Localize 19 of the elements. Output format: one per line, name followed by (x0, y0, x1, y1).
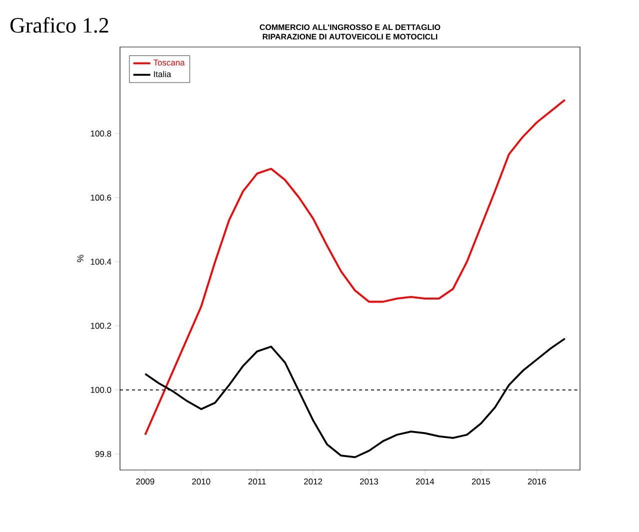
y-tick-label: 100.0 (90, 386, 112, 393)
y-tick-label: 100.4 (90, 258, 112, 265)
x-tick-label: 2015 (472, 478, 490, 485)
y-tick-label: 100.8 (90, 130, 112, 137)
y-axis-title: % (77, 254, 84, 262)
legend-label: Toscana (153, 60, 185, 66)
x-tick-label: 2013 (360, 478, 378, 485)
x-tick-label: 2014 (416, 478, 434, 485)
x-tick-label: 2009 (136, 478, 154, 485)
text: Grafico 1.2 (10, 17, 108, 33)
y-tick-label: 99.8 (95, 450, 112, 457)
x-tick-label: 2010 (192, 478, 210, 485)
legend-label: Italia (154, 70, 172, 78)
line-series (144, 98, 566, 436)
x-tick-label: 2012 (304, 478, 322, 485)
y-tick-label: 100.6 (90, 194, 112, 201)
y-tick-label: 100.2 (90, 322, 112, 329)
x-tick-label: 2016 (528, 478, 546, 485)
x-tick-label: 2011 (248, 478, 266, 485)
